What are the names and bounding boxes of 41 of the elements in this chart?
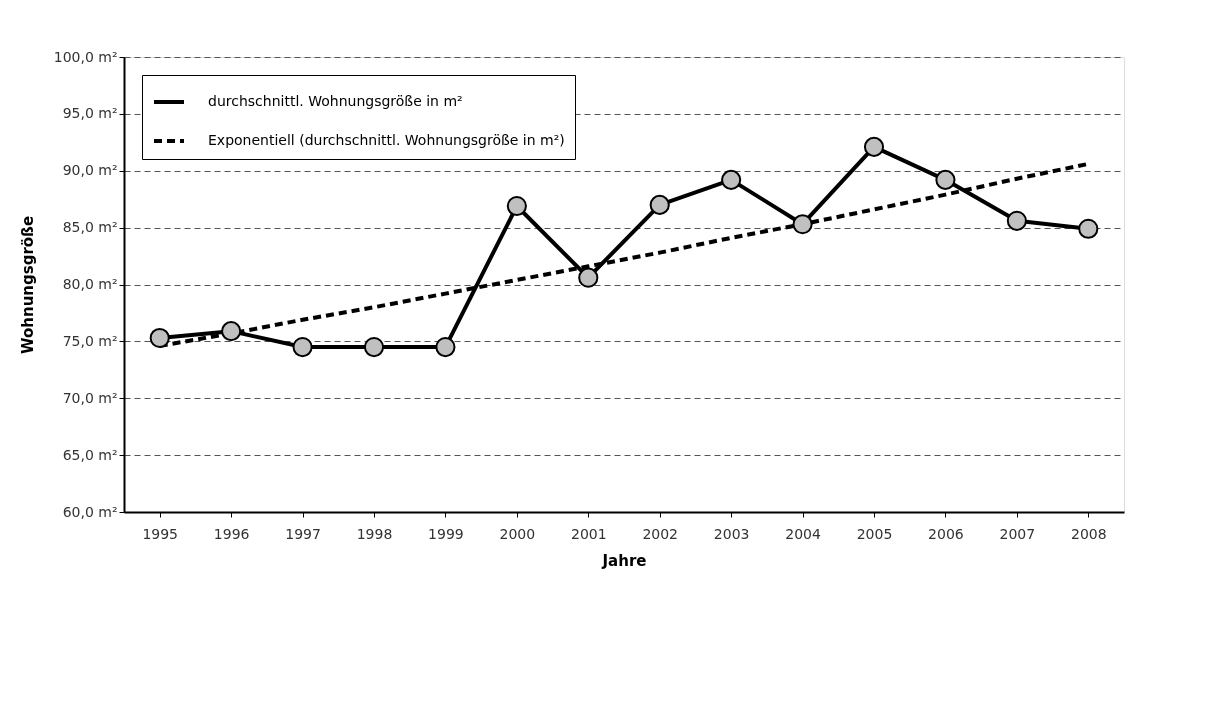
legend-label: durchschnittl. Wohnungsgröße in m² xyxy=(208,93,463,109)
point xyxy=(292,337,313,358)
x-tick-label: 2003 xyxy=(713,525,750,542)
y-tick-label: 70,0 m² xyxy=(62,389,118,406)
y-tick-label: 100,0 m² xyxy=(53,48,118,65)
y-tick-label: 85,0 m² xyxy=(62,219,118,236)
point xyxy=(863,136,885,157)
point xyxy=(149,327,170,349)
legend-label: Exponentiell (durchschnittl. Wohnungsgröße in m²) xyxy=(208,132,565,148)
point xyxy=(221,321,242,342)
y-tick-label: 90,0 m² xyxy=(62,162,118,179)
point xyxy=(578,267,599,288)
point xyxy=(1078,218,1099,239)
y-tick-label: 65,0 m² xyxy=(62,446,118,463)
x-axis-title: Jahre xyxy=(601,551,647,570)
x-tick-label: 2000 xyxy=(499,525,536,542)
y-tick-label: 75,0 m² xyxy=(62,332,118,349)
point xyxy=(649,194,670,215)
point xyxy=(1006,210,1027,231)
x-tick-label: 2006 xyxy=(928,525,964,542)
x-tick-label: 2008 xyxy=(1070,525,1107,542)
y-tick-label: 60,0 m² xyxy=(62,503,118,520)
point xyxy=(363,337,385,358)
x-tick-label: 2007 xyxy=(999,525,1036,542)
y-tick-label: 80,0 m² xyxy=(62,276,118,292)
point xyxy=(435,337,456,358)
x-tick-label: 1998 xyxy=(356,525,393,542)
x-tick-label: 1995 xyxy=(142,525,179,542)
x-tick-label: 1999 xyxy=(428,525,464,542)
point xyxy=(792,214,813,235)
x-tick-label: 2004 xyxy=(785,525,821,542)
x-tick-label: 1997 xyxy=(285,525,321,542)
x-tick-label: 2005 xyxy=(856,525,893,542)
y-tick-label: 95,0 m² xyxy=(62,105,118,122)
x-tick-label: 1996 xyxy=(213,525,250,542)
x-tick-label: 2001 xyxy=(570,525,607,542)
x-tick-label: 2002 xyxy=(642,525,679,542)
y-axis-title: Wohnungsgröße xyxy=(18,215,37,355)
point xyxy=(721,169,742,190)
point xyxy=(506,195,527,217)
point xyxy=(935,169,956,190)
